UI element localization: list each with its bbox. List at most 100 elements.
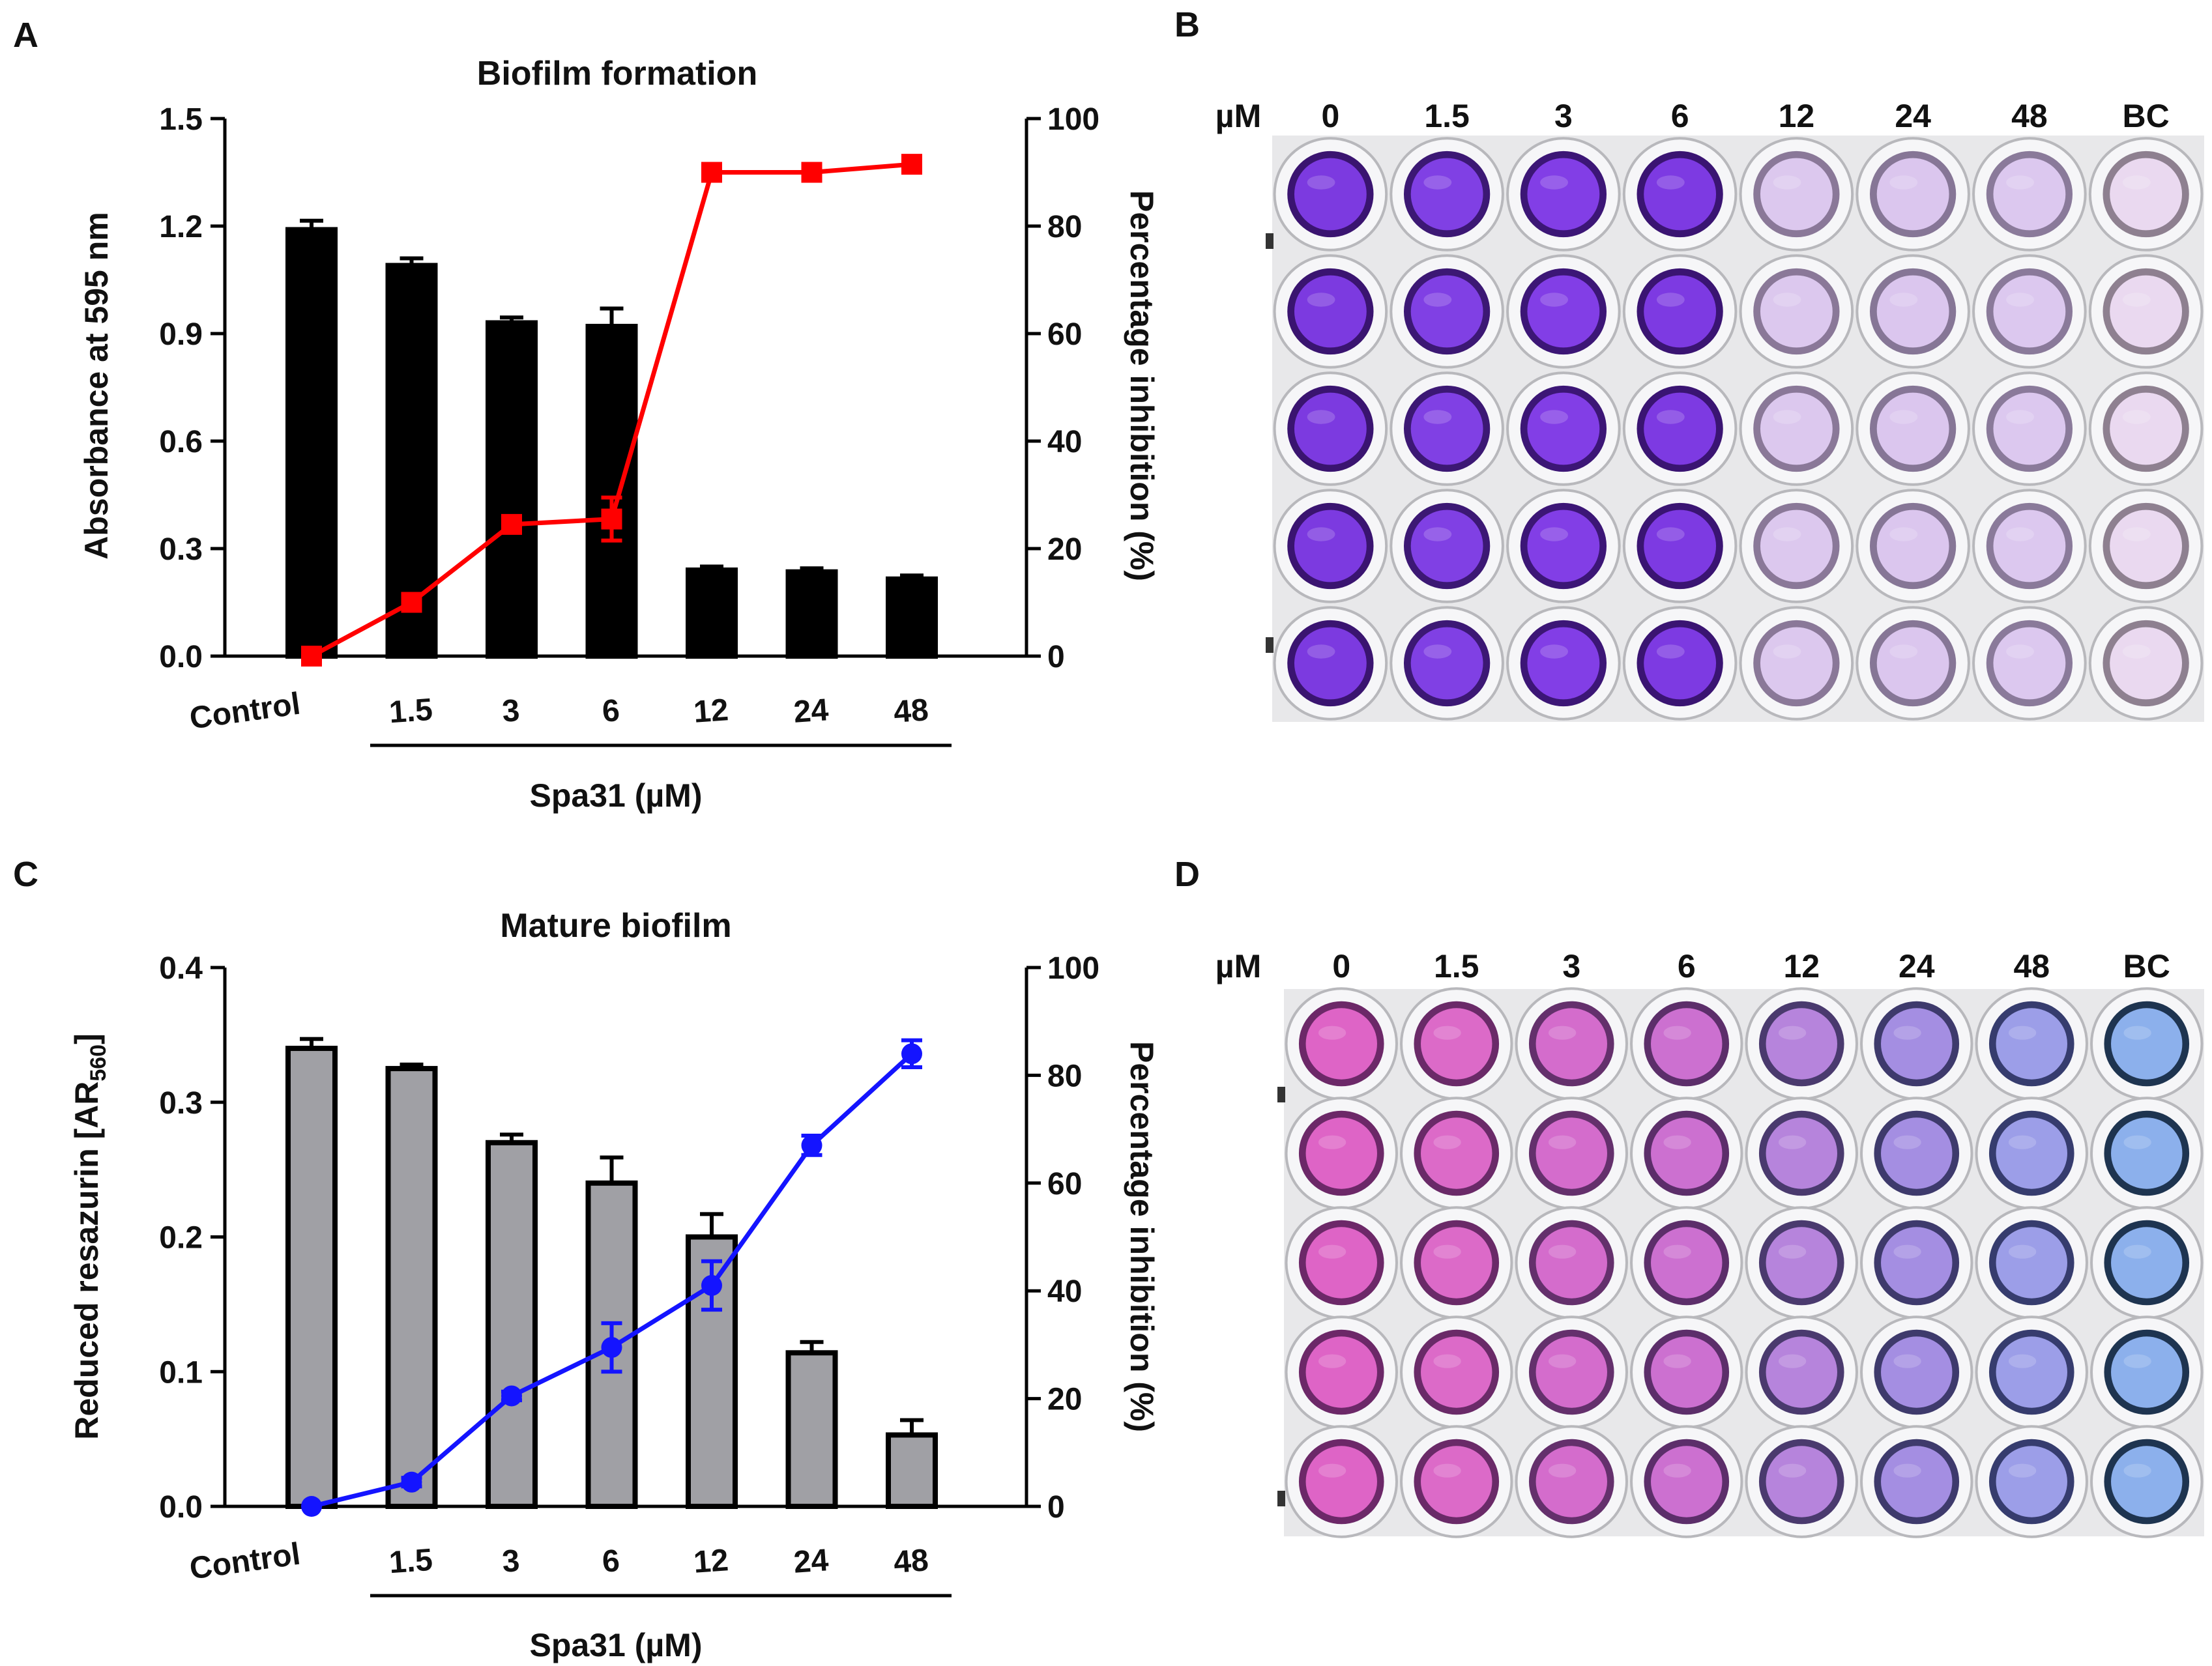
well-highlight [1318, 1463, 1346, 1478]
well-content [1881, 1227, 1953, 1299]
bar [486, 320, 538, 659]
well-content [1294, 627, 1367, 700]
well-highlight [2122, 293, 2151, 307]
plate-well [1400, 1097, 1513, 1210]
plate-well [2090, 987, 2204, 1100]
plate-column-label: 0 [1332, 948, 1350, 984]
well-highlight [1318, 1135, 1346, 1149]
panel-letter-d: D [1174, 855, 1200, 894]
well-highlight [2122, 527, 2151, 541]
plate-unit-label: µM [1215, 948, 1261, 984]
well-content [1760, 392, 1833, 465]
plate-well [1975, 1206, 2088, 1319]
x-tick-label: 48 [892, 1543, 929, 1580]
well-highlight [2006, 527, 2035, 541]
well-content [1996, 1117, 2067, 1189]
bar [886, 1432, 938, 1510]
plate-column-label: 3 [1554, 98, 1573, 134]
plate-well [1506, 606, 1621, 721]
well-highlight [1656, 293, 1685, 307]
well-content [1996, 1227, 2067, 1299]
well-highlight [1656, 644, 1685, 659]
x-tick-label: 12 [692, 1543, 729, 1580]
plate-well [1745, 1097, 1858, 1210]
y2-tick-label: 60 [1047, 317, 1082, 352]
well-highlight [1663, 1463, 1691, 1478]
plate-well [1622, 371, 1738, 486]
x-tick-label: 6 [601, 693, 620, 729]
plate-well [1285, 1206, 1398, 1319]
well-highlight [2006, 293, 2035, 307]
well-content [2111, 1008, 2183, 1080]
line-point [901, 154, 922, 175]
well-content [1996, 1336, 2067, 1408]
well-content [1876, 275, 1949, 348]
line-point [901, 1043, 922, 1065]
plate-well [1622, 606, 1738, 721]
well-highlight [1889, 293, 1918, 307]
plate-column-label: 3 [1562, 948, 1580, 984]
well-content [1305, 1336, 1377, 1408]
x-tick-label: 24 [793, 1543, 830, 1580]
plate-well [1860, 987, 1973, 1100]
well-content [1993, 275, 2066, 348]
well-content [1996, 1008, 2067, 1080]
well-highlight [1548, 1135, 1577, 1149]
y-axis-label-end: ] [68, 1033, 105, 1044]
plate-well [1630, 1315, 1743, 1429]
plate-well [1975, 1315, 2088, 1429]
plate-well [1745, 1315, 1858, 1429]
well-highlight [1307, 293, 1335, 307]
plate-well [2088, 254, 2204, 369]
well-highlight [1433, 1244, 1461, 1259]
y-tick-label: 0.9 [159, 317, 203, 352]
x-tick-label: 3 [501, 693, 521, 729]
well-content [1876, 627, 1949, 700]
well-highlight [1423, 644, 1452, 659]
y2-tick-label: 80 [1047, 210, 1082, 244]
panel-letter-c: C [13, 855, 38, 894]
well-plate-resazurin: µM 0 1.5 3 6 12 24 48 BC [1215, 948, 2204, 1538]
y2-tick-label: 40 [1047, 1274, 1082, 1309]
chart-title: Biofilm formation [477, 55, 757, 93]
well-content [1644, 510, 1717, 582]
well-highlight [1423, 527, 1452, 541]
y-axis-label-main: Reduced resazurin [AR [68, 1082, 105, 1440]
well-highlight [1307, 175, 1335, 190]
well-highlight [1656, 175, 1685, 190]
well-content [2110, 275, 2183, 348]
plate-well [1273, 254, 1388, 369]
well-content [1996, 1446, 2067, 1517]
well-highlight [1889, 527, 1918, 541]
well-content [1876, 158, 1949, 231]
y-tick-label: 1.5 [159, 102, 203, 137]
x-tick-label: 6 [601, 1544, 620, 1579]
plate-well [1739, 489, 1854, 603]
well-content [1410, 510, 1483, 582]
plate-well [1622, 254, 1738, 369]
well-highlight [1773, 644, 1801, 659]
well-content [1305, 1446, 1377, 1517]
well-content [1651, 1227, 1723, 1299]
well-highlight [1307, 410, 1335, 424]
well-highlight [1663, 1354, 1691, 1368]
well-highlight [1423, 410, 1452, 424]
plate-well [1630, 1097, 1743, 1210]
plate-edge-mark [1266, 233, 1273, 249]
well-content [1760, 275, 1833, 348]
well-highlight [1893, 1026, 1921, 1040]
well-highlight [1548, 1463, 1577, 1478]
well-content [1294, 392, 1367, 465]
plate-well [1273, 489, 1388, 603]
well-highlight [1773, 293, 1801, 307]
well-content [1421, 1446, 1492, 1517]
plate-edge-mark [1277, 1491, 1285, 1506]
well-content [1410, 627, 1483, 700]
well-content [1651, 1117, 1723, 1189]
well-highlight [1778, 1135, 1807, 1149]
well-highlight [1433, 1463, 1461, 1478]
well-content [1644, 627, 1717, 700]
well-content [2110, 510, 2183, 582]
